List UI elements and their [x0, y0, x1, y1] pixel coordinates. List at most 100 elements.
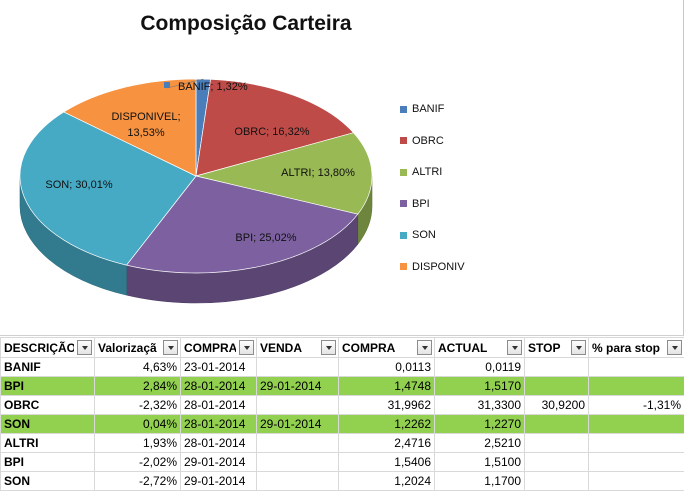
table-cell[interactable]: 0,0113 [338, 357, 435, 377]
filter-dropdown-button[interactable] [163, 340, 178, 355]
table-cell[interactable]: -2,02% [94, 452, 181, 472]
table-cell[interactable]: 0,04% [94, 414, 181, 434]
table-cell[interactable]: -2,72% [94, 471, 181, 491]
chevron-down-icon [421, 345, 428, 350]
table-cell[interactable]: BPI [0, 452, 95, 472]
table-cell[interactable]: 29-01-2014 [180, 471, 257, 491]
pie-chart: BANIF; 1,32% OBRC; 16,32% ALTRI; 13,80% BPI… [19, 78, 373, 304]
filter-dropdown-button[interactable] [507, 340, 522, 355]
table-cell[interactable]: 1,93% [94, 433, 181, 453]
legend-item-obrc: OBRC [400, 134, 472, 148]
chart-title: Composição Carteira [140, 12, 352, 35]
table-cell[interactable] [524, 357, 589, 377]
pie-slice-altri [195, 132, 373, 215]
filter-dropdown-button[interactable] [77, 340, 92, 355]
data-label-disponivel: DISPONIVEL; 13,53% [111, 111, 180, 139]
table-cell[interactable]: OBRC [0, 395, 95, 415]
legend-label: SON [412, 229, 436, 241]
table-cell[interactable] [588, 433, 684, 453]
filter-dropdown-button[interactable] [571, 340, 586, 355]
legend-label: ALTRI [412, 166, 443, 178]
filter-dropdown-button[interactable] [239, 340, 254, 355]
filter-dropdown-button[interactable] [321, 340, 336, 355]
table-cell[interactable]: 28-01-2014 [180, 395, 257, 415]
legend-label: BANIF [412, 103, 445, 115]
table-cell[interactable]: BPI [0, 376, 95, 396]
table-cell[interactable]: 31,3300 [434, 395, 525, 415]
legend-label: OBRC [412, 134, 444, 147]
table-cell[interactable]: SON [0, 414, 95, 434]
chevron-down-icon [671, 345, 678, 350]
table-cell[interactable]: 28-01-2014 [180, 376, 257, 396]
table-cell[interactable] [524, 452, 589, 472]
legend-swatch [400, 168, 407, 176]
table-cell[interactable]: 4,63% [94, 357, 181, 377]
table-cell[interactable]: 1,5406 [338, 452, 435, 472]
table-cell[interactable] [524, 433, 589, 453]
table-cell[interactable]: 30,9200 [524, 395, 589, 415]
table-cell[interactable]: 1,2024 [338, 471, 435, 491]
table-row[interactable]: BANIF 4,63% 23-01-2014 0,0113 0,0119 [0, 357, 684, 377]
table-cell[interactable] [256, 357, 339, 377]
table-row[interactable]: BPI 2,84% 28-01-2014 29-01-2014 1,4748 1,5170 [0, 376, 684, 396]
table-cell[interactable] [588, 452, 684, 472]
table-cell[interactable]: 23-01-2014 [180, 357, 257, 377]
legend-swatch [400, 200, 407, 207]
table-row[interactable]: BPI -2,02% 29-01-2014 1,5406 1,5100 [0, 452, 684, 472]
filter-dropdown-button[interactable] [417, 340, 432, 355]
data-label-altri: ALTRI; 13,80% [281, 167, 355, 179]
column-header: % para stop [588, 337, 684, 358]
column-header-label: % para stop [592, 340, 661, 355]
table-row[interactable]: OBRC -2,32% 28-01-2014 31,9962 31,3300 30,920… [0, 395, 684, 415]
filter-dropdown-button[interactable] [667, 340, 682, 355]
chart-area[interactable]: Composição Carteira BANIF; 1,32% OBRC; 16… [0, 0, 684, 336]
column-header: VENDA [256, 337, 339, 358]
table-cell[interactable]: 29-01-2014 [256, 376, 339, 396]
leader-line [166, 78, 204, 89]
table-cell[interactable] [256, 471, 339, 491]
table-cell[interactable] [588, 471, 684, 491]
table-cell[interactable]: -1,31% [588, 395, 684, 415]
table-cell[interactable]: 1,5100 [434, 452, 525, 472]
column-header-label: COMPRA [342, 340, 396, 355]
column-header-label: STOP [528, 340, 561, 355]
table-cell[interactable] [524, 471, 589, 491]
table-cell[interactable]: 31,9962 [338, 395, 435, 415]
table-cell[interactable]: ALTRI [0, 433, 95, 453]
table-cell[interactable]: 1,2270 [434, 414, 525, 434]
table-row[interactable]: SON -2,72% 29-01-2014 1,2024 1,1700 [0, 471, 684, 491]
table-cell[interactable]: 1,4748 [338, 376, 435, 396]
table-cell[interactable] [256, 433, 339, 453]
table-cell[interactable] [256, 395, 339, 415]
chevron-down-icon [325, 345, 332, 350]
table-cell[interactable]: 29-01-2014 [256, 414, 339, 434]
table-cell[interactable]: 29-01-2014 [180, 452, 257, 472]
table-cell[interactable]: 28-01-2014 [180, 414, 257, 434]
table-cell[interactable] [588, 376, 684, 396]
data-label-son: SON; 30,01% [45, 179, 112, 191]
table-cell[interactable]: 1,2262 [338, 414, 435, 434]
table-row[interactable]: ALTRI 1,93% 28-01-2014 2,4716 2,5210 [0, 433, 684, 453]
table-cell[interactable]: 2,84% [94, 376, 181, 396]
chevron-down-icon [167, 345, 174, 350]
table-cell[interactable] [588, 414, 684, 434]
table-cell[interactable]: 0,0119 [434, 357, 525, 377]
table-row[interactable]: SON 0,04% 28-01-2014 29-01-2014 1,2262 1,2270 [0, 414, 684, 434]
table-cell[interactable]: -2,32% [94, 395, 181, 415]
table-cell[interactable]: 1,1700 [434, 471, 525, 491]
table-cell[interactable] [524, 414, 589, 434]
chevron-down-icon [511, 345, 518, 350]
table-cell[interactable] [524, 376, 589, 396]
table-cell[interactable]: 28-01-2014 [180, 433, 257, 453]
table-cell[interactable] [256, 452, 339, 472]
legend-label: BPI [412, 197, 430, 210]
table-cell[interactable]: BANIF [0, 357, 95, 377]
table-cell[interactable]: 2,4716 [338, 433, 435, 453]
table-cell[interactable]: SON [0, 471, 95, 491]
legend-item-banif: BANIF [400, 102, 472, 116]
legend-swatch [400, 105, 407, 113]
table-cell[interactable]: 1,5170 [434, 376, 525, 396]
table-cell[interactable]: 2,5210 [434, 433, 525, 453]
table-cell[interactable] [588, 357, 684, 377]
legend-swatch [400, 137, 407, 144]
